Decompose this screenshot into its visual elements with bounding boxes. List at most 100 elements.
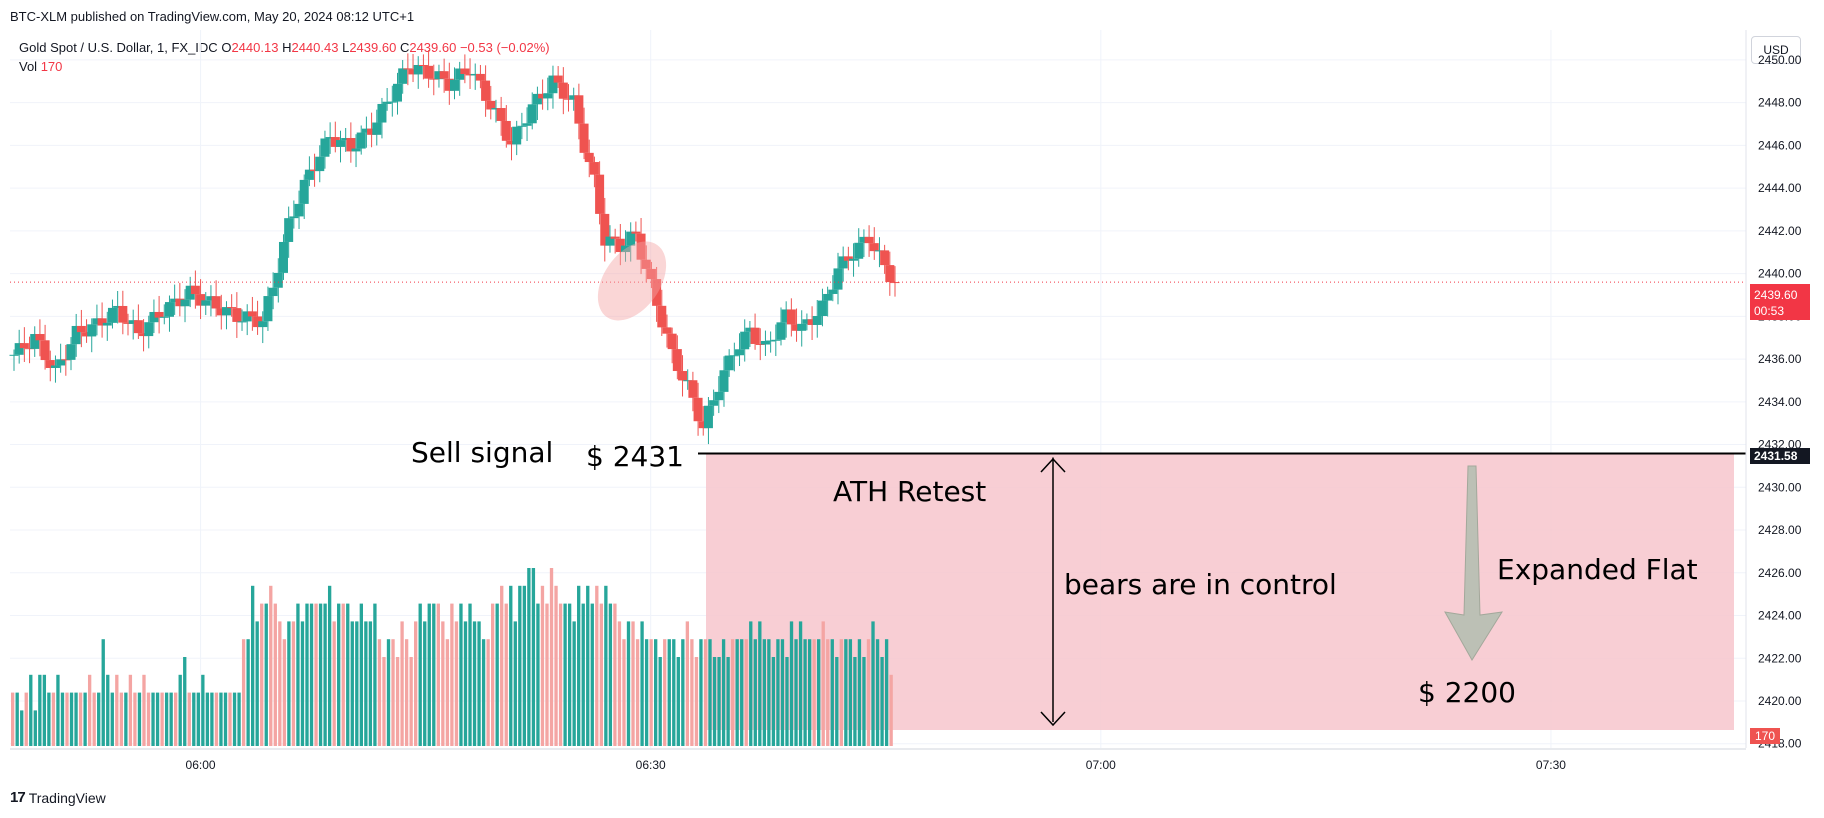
candle-body [626, 231, 636, 246]
volume-bar [364, 621, 368, 746]
candle-body [102, 322, 112, 326]
volume-bar [468, 603, 472, 746]
volume-bar [60, 692, 65, 746]
candle-body [268, 287, 278, 297]
price-2431-label: $ 2431 [586, 440, 684, 473]
candle-body [71, 325, 81, 345]
candle-body [61, 359, 71, 361]
volume-bar [359, 603, 363, 746]
price-2200-label: $ 2200 [1418, 676, 1516, 709]
candle-body [869, 243, 879, 252]
volume-bar [445, 639, 450, 746]
candle-body [548, 75, 558, 94]
volume-bar [441, 621, 445, 746]
candle-body [66, 344, 76, 360]
candle-body [657, 305, 667, 328]
volume-bar [540, 585, 545, 746]
candle-body [750, 327, 760, 344]
bears-label: bears are in control [1064, 568, 1337, 601]
volume-bar [155, 692, 160, 746]
candle-body [123, 322, 133, 324]
candle-body [719, 370, 729, 392]
candle-body [543, 93, 553, 99]
volume-bar [549, 568, 554, 746]
candle-body [595, 174, 605, 214]
candle-body [781, 309, 791, 323]
volume-label[interactable]: Vol [19, 59, 38, 74]
volume-bar [744, 639, 748, 746]
currency-button[interactable]: USD [1751, 36, 1801, 64]
volume-bar [291, 621, 296, 746]
candle-body [144, 322, 154, 337]
expanded-flat-label: Expanded Flat [1497, 553, 1698, 586]
candle-body [532, 93, 542, 105]
volume-bar [423, 621, 427, 746]
low-label: L [342, 40, 350, 55]
volume-bar [654, 639, 658, 746]
candle-body [584, 152, 594, 163]
candle-body [403, 68, 413, 70]
candle-body [97, 318, 107, 326]
volume-bar [187, 692, 191, 746]
candle-body [843, 256, 853, 261]
candle-body [610, 236, 620, 239]
high-value: 2440.43 [291, 40, 339, 55]
volume-bar [391, 639, 395, 746]
candle-body [227, 307, 237, 309]
volume-bar [595, 585, 599, 746]
candle-body [672, 349, 682, 372]
volume-bar [42, 674, 47, 746]
candle-body [885, 265, 895, 283]
candle-body [558, 82, 568, 99]
candle-body [501, 120, 511, 141]
volume-bar [92, 692, 96, 746]
volume-bar [740, 639, 744, 746]
symbol-name[interactable]: Gold Spot / U.S. Dollar, 1, FX_IDC [19, 40, 218, 55]
candle-body [9, 354, 19, 356]
volume-bar [812, 639, 816, 746]
volume-bar [640, 621, 644, 746]
volume-bar [785, 657, 789, 746]
candle-body [693, 397, 703, 422]
volume-bar [350, 621, 354, 746]
volume-bar [531, 568, 536, 746]
volume-bar [133, 692, 137, 746]
candle-body [512, 126, 522, 145]
volume-bar [513, 621, 517, 746]
candle-body [812, 316, 822, 325]
y-tick-label: 2430.00 [1758, 480, 1802, 494]
candle-body [823, 293, 833, 301]
candle-body [797, 323, 807, 331]
candle-body [600, 213, 610, 246]
candle-body [652, 279, 662, 306]
candle-body [45, 360, 55, 368]
y-tick-label: 2448.00 [1758, 96, 1802, 110]
candle-body [50, 365, 60, 368]
candle-body [683, 380, 693, 382]
candle-body [221, 307, 231, 316]
volume-bar [577, 585, 581, 746]
candle-body [377, 103, 387, 123]
candle-body [253, 316, 263, 328]
candle-body [19, 343, 29, 349]
volume-bar [536, 603, 540, 746]
volume-bar [15, 692, 19, 746]
volume-bar [690, 639, 694, 746]
candle-body [247, 311, 257, 317]
candle-body [646, 268, 656, 280]
footer-brand[interactable]: 17 TradingView [10, 789, 106, 806]
ath-retest-label: ATH Retest [833, 475, 986, 508]
volume-bar [33, 710, 37, 746]
volume-bar [518, 585, 522, 746]
candle-body [346, 138, 356, 152]
candle-body [833, 268, 843, 290]
volume-bar [205, 692, 210, 746]
volume-bar [572, 621, 576, 746]
volume-value: 170 [40, 59, 63, 74]
volume-bar [128, 674, 133, 746]
volume-bar [269, 585, 273, 746]
y-tick-label: 2420.00 [1758, 694, 1802, 708]
range-arrow-top-head [1040, 457, 1066, 473]
candle-body [491, 108, 501, 110]
